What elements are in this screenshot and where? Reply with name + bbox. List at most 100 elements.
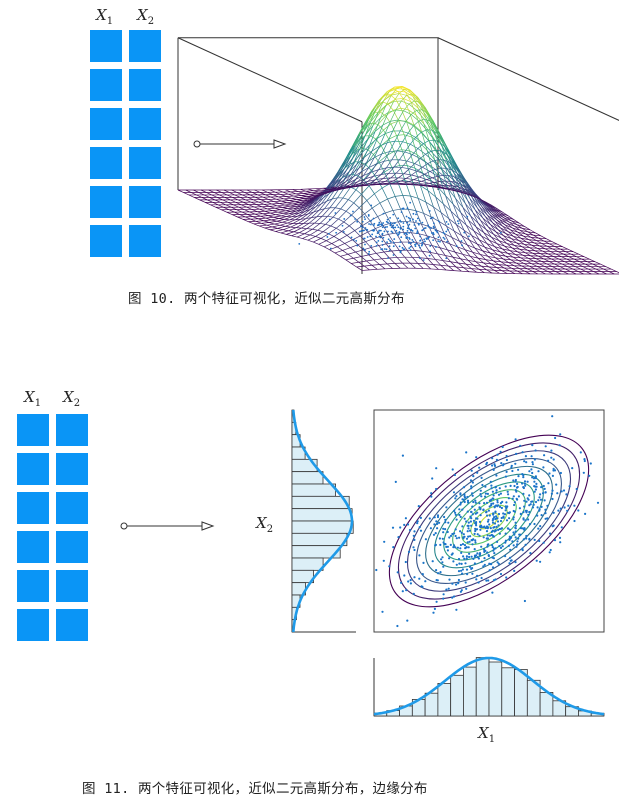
mesh-line xyxy=(519,229,526,235)
mesh-line xyxy=(522,228,528,233)
mesh-line xyxy=(231,214,238,218)
data-point xyxy=(548,472,551,475)
mesh-line xyxy=(500,261,509,263)
data-point xyxy=(455,537,458,540)
mesh-line xyxy=(358,157,365,169)
mesh-line xyxy=(549,243,555,247)
mesh-line xyxy=(533,234,539,239)
data-point xyxy=(507,497,510,500)
mesh-line xyxy=(365,154,374,166)
data-point xyxy=(515,452,518,455)
data-point xyxy=(406,619,409,622)
mesh-line xyxy=(339,174,348,188)
data-point xyxy=(560,526,563,529)
mesh-line xyxy=(455,266,462,272)
mesh-line xyxy=(300,204,307,207)
data-cell xyxy=(129,69,161,101)
mesh-line xyxy=(557,251,564,255)
data-point xyxy=(422,259,425,261)
mesh-line xyxy=(239,189,245,193)
mesh-line xyxy=(530,255,537,259)
mesh-line xyxy=(304,208,311,212)
data-point xyxy=(421,585,424,589)
mesh-line xyxy=(437,133,443,141)
mesh-line xyxy=(479,239,488,244)
mesh-line xyxy=(370,163,377,173)
mesh-line xyxy=(332,197,338,200)
data-point xyxy=(539,498,543,501)
data-point xyxy=(488,505,491,508)
data-point xyxy=(409,217,411,220)
mesh-line xyxy=(455,198,462,213)
data-point xyxy=(530,455,533,458)
mesh-line xyxy=(374,124,384,132)
data-point xyxy=(448,536,451,539)
mesh-line xyxy=(237,199,244,203)
mesh-line xyxy=(458,262,466,265)
mesh-line xyxy=(302,213,309,216)
mesh-line xyxy=(491,236,500,242)
mesh-line xyxy=(447,188,456,199)
data-point xyxy=(513,533,516,536)
data-point xyxy=(470,510,473,513)
data-point xyxy=(430,495,433,498)
mesh-line xyxy=(370,108,377,122)
mesh-line xyxy=(365,176,374,180)
data-point xyxy=(399,219,401,222)
data-point xyxy=(497,528,500,532)
mesh-line xyxy=(460,212,467,226)
mesh-line xyxy=(368,252,377,256)
data-point xyxy=(421,573,424,576)
mesh-line xyxy=(494,221,501,229)
mesh-line xyxy=(296,209,302,212)
scatter-points xyxy=(375,415,600,628)
mesh-line xyxy=(580,268,587,272)
mesh-line xyxy=(460,189,467,193)
data-point xyxy=(459,590,462,593)
data-point xyxy=(488,569,491,572)
mesh-line xyxy=(473,230,482,237)
mesh-line xyxy=(288,193,294,197)
mesh-line xyxy=(307,239,314,243)
mesh-line xyxy=(269,220,277,223)
data-point xyxy=(441,556,444,559)
mesh-line xyxy=(326,198,333,202)
mesh-line xyxy=(409,150,418,156)
mesh-line xyxy=(389,88,397,93)
mesh-line xyxy=(432,175,438,179)
mesh-line xyxy=(312,196,318,198)
contour-line xyxy=(397,442,581,600)
mesh-line xyxy=(357,241,366,246)
mesh-line xyxy=(465,224,472,236)
mesh-line xyxy=(297,211,306,217)
data-point xyxy=(366,229,369,231)
mesh-line xyxy=(341,225,350,232)
mesh-line xyxy=(434,182,443,186)
data-point xyxy=(381,610,384,613)
mesh-line xyxy=(462,207,471,217)
data-point xyxy=(486,551,489,554)
data-point xyxy=(364,227,367,229)
mesh-line xyxy=(538,255,544,260)
mesh-line xyxy=(516,224,525,227)
mesh-line xyxy=(305,190,312,194)
mesh-line xyxy=(395,195,403,197)
data-point xyxy=(546,504,549,507)
mesh-line xyxy=(400,121,407,132)
mesh-line xyxy=(265,217,272,221)
mesh-line xyxy=(283,212,289,215)
mesh-line xyxy=(358,200,368,208)
mesh-line xyxy=(412,154,421,159)
mesh-line xyxy=(517,270,523,275)
data-point xyxy=(402,222,405,224)
mesh-line xyxy=(434,181,440,183)
mesh-line xyxy=(451,169,458,174)
data-point xyxy=(513,510,517,513)
data-cell xyxy=(129,186,161,218)
mesh-line xyxy=(484,246,491,254)
data-point xyxy=(362,247,365,250)
data-cell xyxy=(56,453,88,485)
data-point xyxy=(559,471,563,475)
data-point xyxy=(376,224,379,227)
mesh-line xyxy=(356,265,365,268)
